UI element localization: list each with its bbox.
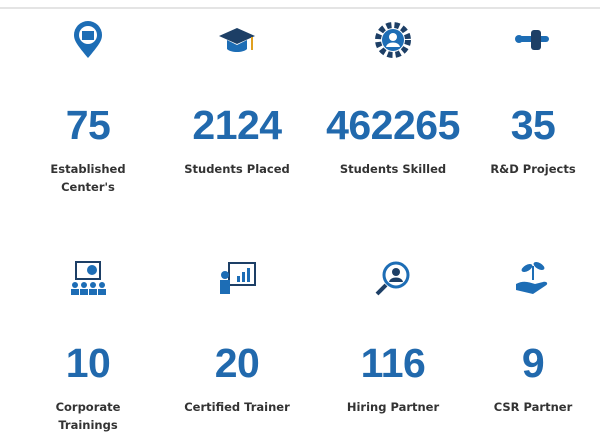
icon <box>375 261 410 296</box>
stat-label: Hiring Partner <box>346 400 440 414</box>
stat-value: 35 <box>510 102 556 148</box>
icon <box>515 30 549 50</box>
stat: 9 CSR Partner <box>458 258 600 416</box>
stat-value: 20 <box>214 340 260 386</box>
stat-label: Corporate Trainings <box>55 400 121 432</box>
icon <box>375 22 411 58</box>
stat-value: 2124 <box>192 102 282 148</box>
stat-label: Students Skilled <box>339 162 447 176</box>
stat: 2124 Students Placed <box>162 20 312 178</box>
icon <box>71 261 106 295</box>
icon <box>220 262 256 294</box>
stat: 462265 Students Skilled <box>318 20 468 178</box>
stat: 20 Certified Trainer <box>162 258 312 416</box>
stat-value: 462265 <box>326 102 460 148</box>
icon <box>74 21 102 58</box>
stat-label: Certified Trainer <box>184 400 290 414</box>
stat-label: R&D Projects <box>490 162 576 176</box>
stat-value: 9 <box>521 340 545 386</box>
stat-label: Students Placed <box>184 162 290 176</box>
stat: 35 R&D Projects <box>458 20 600 178</box>
stat-value: 10 <box>65 340 111 386</box>
stat: 75 Established Center's <box>13 20 163 196</box>
stat-value: 116 <box>360 340 426 386</box>
stat-label: Established Center's <box>50 162 126 194</box>
stat-value: 75 <box>65 102 111 148</box>
stat-label: CSR Partner <box>493 400 573 414</box>
icon <box>219 28 255 52</box>
icon <box>516 262 548 294</box>
stat: 10 Corporate Trainings <box>13 258 163 434</box>
stat: 116 Hiring Partner <box>318 258 468 416</box>
divider <box>0 7 600 9</box>
